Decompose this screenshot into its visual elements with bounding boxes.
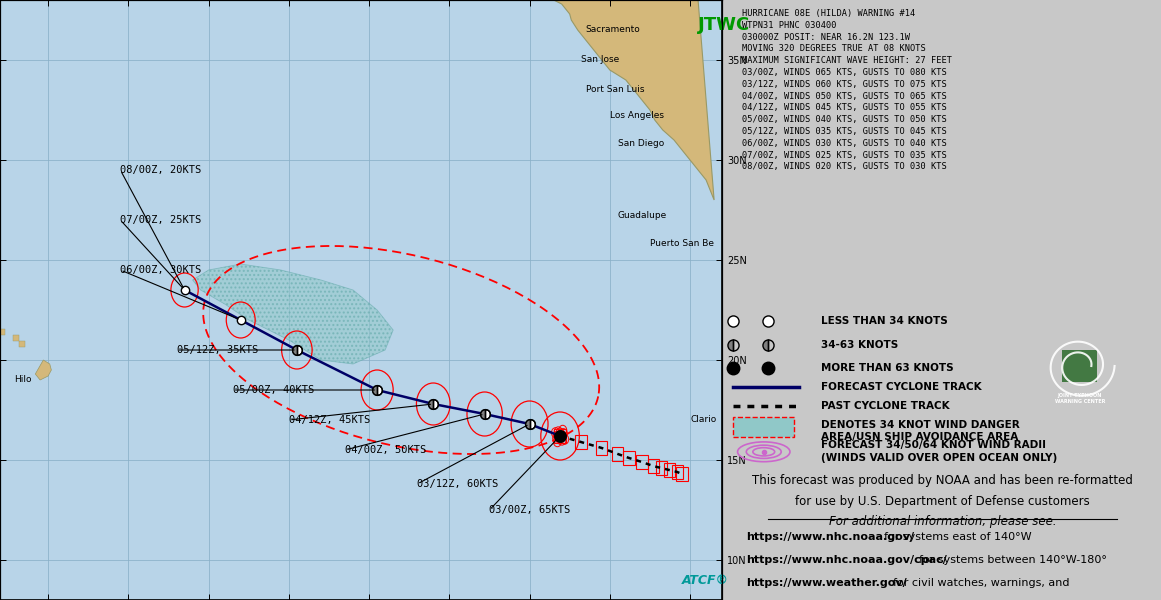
Text: Puerto San Be: Puerto San Be	[650, 239, 714, 248]
Text: for use by U.S. Department of Defense customers: for use by U.S. Department of Defense cu…	[795, 494, 1090, 508]
Text: 07/00Z, 25KTS: 07/00Z, 25KTS	[121, 215, 202, 225]
Text: ATCF®: ATCF®	[682, 574, 729, 587]
Bar	[636, 455, 648, 469]
Bar	[596, 441, 607, 455]
Bar	[664, 463, 675, 477]
Bar	[576, 435, 586, 449]
Text: for systems east of 140°W: for systems east of 140°W	[878, 533, 1032, 542]
Polygon shape	[35, 360, 51, 380]
Text: for civil watches, warnings, and: for civil watches, warnings, and	[886, 578, 1069, 589]
Text: 04/12Z, 45KTS: 04/12Z, 45KTS	[289, 415, 370, 425]
Polygon shape	[1062, 350, 1097, 382]
Text: San Diego: San Diego	[618, 139, 664, 148]
Text: Sacramento: Sacramento	[586, 25, 641, 34]
Text: 08/00Z, 20KTS: 08/00Z, 20KTS	[121, 165, 202, 175]
Text: JTWC: JTWC	[698, 16, 750, 34]
Text: Los Angeles: Los Angeles	[610, 112, 664, 121]
Bar	[623, 451, 635, 465]
Text: 06/00Z, 30KTS: 06/00Z, 30KTS	[121, 265, 202, 275]
Text: 03/00Z, 65KTS: 03/00Z, 65KTS	[490, 505, 571, 515]
Text: Clario: Clario	[690, 415, 716, 425]
Text: MORE THAN 63 KNOTS: MORE THAN 63 KNOTS	[821, 362, 953, 373]
Text: FORECAST 34/50/64 KNOT WIND RADII: FORECAST 34/50/64 KNOT WIND RADII	[821, 440, 1046, 450]
Text: San Jose: San Jose	[580, 55, 619, 64]
Text: Port San Luis: Port San Luis	[586, 85, 644, 94]
Text: For additional information, please see:: For additional information, please see:	[829, 515, 1057, 528]
Text: 04/00Z, 50KTS: 04/00Z, 50KTS	[345, 445, 426, 455]
Text: PAST CYCLONE TRACK: PAST CYCLONE TRACK	[821, 401, 950, 410]
Text: 05/12Z, 35KTS: 05/12Z, 35KTS	[176, 345, 258, 355]
Text: (WINDS VALID OVER OPEN OCEAN ONLY): (WINDS VALID OVER OPEN OCEAN ONLY)	[821, 454, 1057, 463]
Text: 34-63 KNOTS: 34-63 KNOTS	[821, 340, 897, 350]
Bar	[671, 465, 683, 479]
Text: This forecast was produced by NOAA and has been re-formatted: This forecast was produced by NOAA and h…	[752, 475, 1133, 487]
Text: Guadalupe: Guadalupe	[618, 211, 668, 220]
Text: https://www.nhc.noaa.gov/cpac/: https://www.nhc.noaa.gov/cpac/	[747, 556, 947, 565]
Text: JOINT TYPHOON
WARNING CENTER: JOINT TYPHOON WARNING CENTER	[1054, 393, 1105, 404]
Text: AREA/USN SHIP AVOIDANCE AREA: AREA/USN SHIP AVOIDANCE AREA	[821, 432, 1018, 442]
Text: https://www.nhc.noaa.gov/: https://www.nhc.noaa.gov/	[747, 533, 915, 542]
Text: https://www.weather.gov/: https://www.weather.gov/	[747, 578, 907, 589]
Text: DENOTES 34 KNOT WIND DANGER: DENOTES 34 KNOT WIND DANGER	[821, 421, 1019, 430]
Bar	[656, 461, 666, 475]
Bar	[555, 429, 565, 443]
FancyBboxPatch shape	[734, 417, 794, 437]
Text: LESS THAN 34 KNOTS: LESS THAN 34 KNOTS	[821, 316, 947, 326]
Text: 03/12Z, 60KTS: 03/12Z, 60KTS	[417, 479, 498, 489]
Polygon shape	[193, 264, 394, 364]
Text: Hilo: Hilo	[15, 376, 33, 385]
Polygon shape	[541, 0, 714, 200]
Bar	[648, 459, 658, 473]
Bar	[677, 467, 687, 481]
Text: for systems between 140°W-180°: for systems between 140°W-180°	[913, 556, 1108, 565]
Bar	[612, 447, 623, 461]
Text: HURRICANE 08E (HILDA) WARNING #14
WTPN31 PHNC 030400
030000Z POSIT: NEAR 16.2N 1: HURRICANE 08E (HILDA) WARNING #14 WTPN31…	[742, 9, 952, 172]
Text: FORECAST CYCLONE TRACK: FORECAST CYCLONE TRACK	[821, 382, 981, 392]
Text: 05/00Z, 40KTS: 05/00Z, 40KTS	[232, 385, 313, 395]
